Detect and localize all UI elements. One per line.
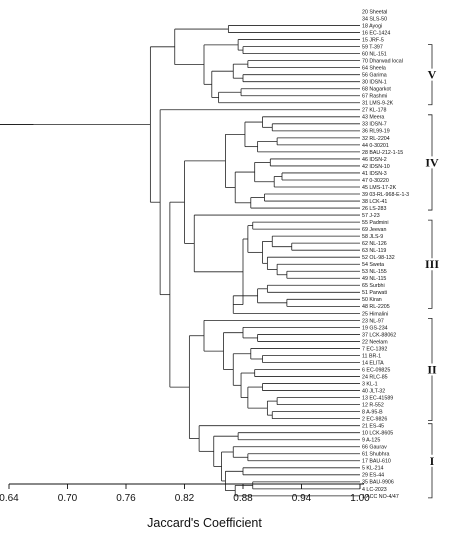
leaf-label: 57 J-23 [362, 213, 380, 219]
x-axis-title: Jaccard's Coefficient [147, 516, 262, 530]
leaf-label: 1 ACC NO-4/47 [362, 494, 399, 500]
x-tick-label: 0.70 [58, 493, 78, 504]
leaf-label: 46 IDSN-2 [362, 157, 387, 163]
x-tick-label: 0.88 [233, 493, 253, 504]
leaf-label: 40 JLT-32 [362, 388, 385, 394]
leaf-label: 26 LS-283 [362, 206, 386, 212]
leaf-label: 41 IDSN-3 [362, 171, 387, 177]
leaf-label: 60 NL-151 [362, 52, 387, 58]
leaf-label: 5 KL-214 [362, 466, 384, 472]
leaf-label: 39 03-RL-968-E-1-3 [362, 192, 409, 198]
leaf-label: 51 Parwati [362, 290, 387, 296]
x-axis: 0.64 0.70 0.76 0.82 0.88 0.94 1.00 [0, 483, 370, 504]
leaf-label: 65 Surbhi [362, 283, 385, 289]
leaf-label: 36 RL99-19 [362, 129, 390, 135]
leaf-label: 31 LMS-9-2K [362, 101, 394, 107]
leaf-label: 69 Jeevan [362, 227, 386, 233]
leaf-label: 21 ES-45 [362, 424, 384, 430]
cluster-label: III [425, 257, 439, 271]
leaf-label: 64 Sheela [362, 66, 386, 72]
leaf-label: 66 Gaurav [362, 445, 387, 451]
leaf-label: 33 IDSN-7 [362, 122, 387, 128]
leaf-label: 63 NL-119 [362, 248, 386, 254]
leaf-label: 16 EC-1424 [362, 30, 390, 36]
leaf-label: 32 RL-2204 [362, 136, 390, 142]
cluster-label: II [427, 363, 437, 377]
leaf-label: 6 EC-09825 [362, 367, 390, 373]
leaf-label: 25 Himalini [362, 311, 388, 317]
leaf-label: 59 T-397 [362, 45, 383, 51]
leaf-label: 18 Ayogi [362, 23, 382, 29]
leaf-label: 22 Neelam [362, 339, 388, 345]
leaf-label: 67 Rashmi [362, 94, 387, 100]
leaf-label: 15 JRF-5 [362, 37, 384, 43]
x-tick-label: 0.64 [0, 493, 19, 504]
leaf-label: 9 A-125 [362, 438, 380, 444]
leaf-label: 62 NL-126 [362, 241, 387, 247]
leaf-label: 24 RLC-85 [362, 374, 388, 380]
leaf-label: 45 LMS-17-2K [362, 185, 397, 191]
cluster-label: I [430, 454, 435, 468]
leaf-label: 20 Sheetal [362, 9, 387, 15]
leaf-label: 44 0-30201 [362, 143, 389, 149]
leaf-label: 54 Sweta [362, 262, 384, 268]
x-tick-label: 1.00 [350, 493, 370, 504]
leaf-label: 42 IDSN-10 [362, 164, 390, 170]
cluster-bracket [428, 423, 433, 499]
leaf-label: 53 NL-155 [362, 269, 387, 275]
leaf-label: 8 A-95-B [362, 410, 383, 416]
leaf-label: 30 IDSN-1 [362, 80, 387, 86]
cluster-label: V [428, 68, 437, 82]
leaf-label: 61 Shubhra [362, 452, 389, 458]
leaf-label: 29 ES-44 [362, 473, 384, 479]
cluster-bracket [428, 114, 433, 211]
leaf-label: 17 BAU-610 [362, 459, 391, 465]
cluster-bracket [428, 44, 433, 106]
leaf-label: 27 KL-178 [362, 108, 386, 114]
leaf-label: 47 0-30220 [362, 178, 389, 184]
leaf-label: 68 Nagarkot [362, 87, 391, 93]
leaf-label: 35 BAU-9906 [362, 480, 394, 486]
leaf-label: 58 JLS-9 [362, 234, 383, 240]
x-tick-label: 0.76 [116, 493, 136, 504]
leaf-label: 34 SLS-50 [362, 16, 387, 22]
leaf-label: 3 KL-1 [362, 381, 378, 387]
leaf-label: 43 Meera [362, 115, 384, 121]
leaf-label: 70 Dharwad local [362, 59, 403, 65]
leaf-label: 49 NL-115 [362, 276, 386, 282]
leaf-label: 4 LC-2023 [362, 487, 387, 493]
leaf-label: 28 BAU-212-1-15 [362, 150, 403, 156]
cluster-bracket [428, 219, 433, 309]
x-tick-label: 0.94 [292, 493, 312, 504]
leaf-label: 23 NL-97 [362, 318, 384, 324]
cluster-bracket [428, 317, 433, 422]
leaf-label: 48 RL-2205 [362, 304, 390, 310]
leaf-label: 19 GS-234 [362, 325, 388, 331]
leaf-label: 14 ELITA [362, 360, 384, 366]
leaf-label: 50 Kiran [362, 297, 382, 303]
leaf-label: 11 BR-1 [362, 353, 381, 359]
leaf-label: 7 EC-1392 [362, 346, 387, 352]
x-tick-label: 0.82 [175, 493, 195, 504]
cluster-label: IV [425, 155, 439, 169]
leaf-label: 56 Garima [362, 73, 387, 79]
leaf-label: 2 EC-9826 [362, 417, 387, 423]
leaf-label: 10 LCK-8605 [362, 431, 393, 437]
leaf-label: 55 Padmini [362, 220, 389, 226]
x-axis-ticks: 0.64 0.70 0.76 0.82 0.88 0.94 1.00 [0, 484, 370, 504]
leaf-label: 12 R-552 [362, 403, 384, 409]
leaf-label: 13 EC-41589 [362, 396, 393, 402]
leaf-label: 37 LCK-88062 [362, 332, 396, 338]
leaf-label: 38 LCK-41 [362, 199, 387, 205]
dendrogram-branches [0, 25, 360, 497]
leaf-label: 52 OL-98-132 [362, 255, 395, 261]
